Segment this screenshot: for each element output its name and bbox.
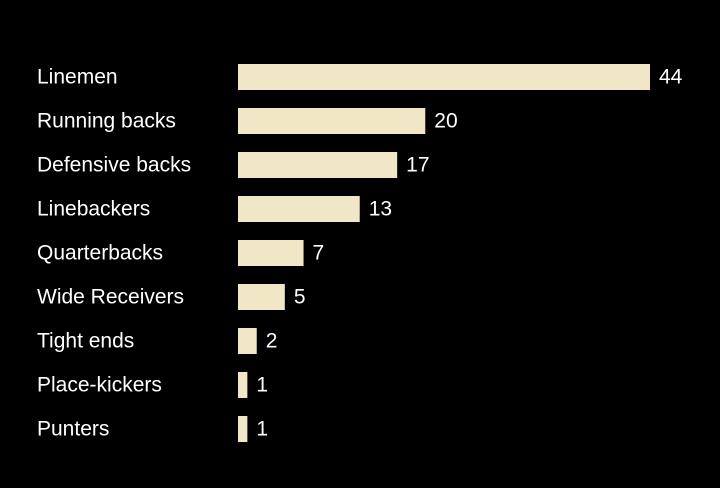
- category-label: Quarterbacks: [37, 242, 163, 265]
- category-label: Linemen: [37, 66, 118, 89]
- category-label: Wide Receivers: [37, 286, 184, 309]
- bar: [238, 328, 257, 354]
- category-label: Punters: [37, 418, 109, 441]
- value-label: 2: [266, 330, 278, 353]
- bars: [238, 64, 650, 442]
- category-label: Place-kickers: [37, 374, 162, 397]
- value-label: 1: [256, 418, 268, 441]
- value-label: 1: [256, 374, 268, 397]
- bar: [238, 416, 248, 442]
- category-label: Running backs: [37, 110, 176, 133]
- bar: [238, 284, 285, 310]
- value-label: 20: [434, 110, 457, 133]
- bar: [238, 372, 248, 398]
- bar: [238, 152, 398, 178]
- value-label: 13: [369, 198, 392, 221]
- value-label: 44: [659, 66, 683, 89]
- category-labels: Linemen Running backs Defensive backs Lineb…: [37, 66, 191, 441]
- bar: [238, 240, 304, 266]
- bar: [238, 64, 650, 90]
- category-label: Tight ends: [37, 330, 134, 353]
- value-label: 7: [313, 242, 325, 265]
- bar: [238, 196, 360, 222]
- category-label: Linebackers: [37, 198, 150, 221]
- bar: [238, 108, 426, 134]
- category-label: Defensive backs: [37, 154, 191, 177]
- value-label: 17: [406, 154, 429, 177]
- value-label: 5: [294, 286, 306, 309]
